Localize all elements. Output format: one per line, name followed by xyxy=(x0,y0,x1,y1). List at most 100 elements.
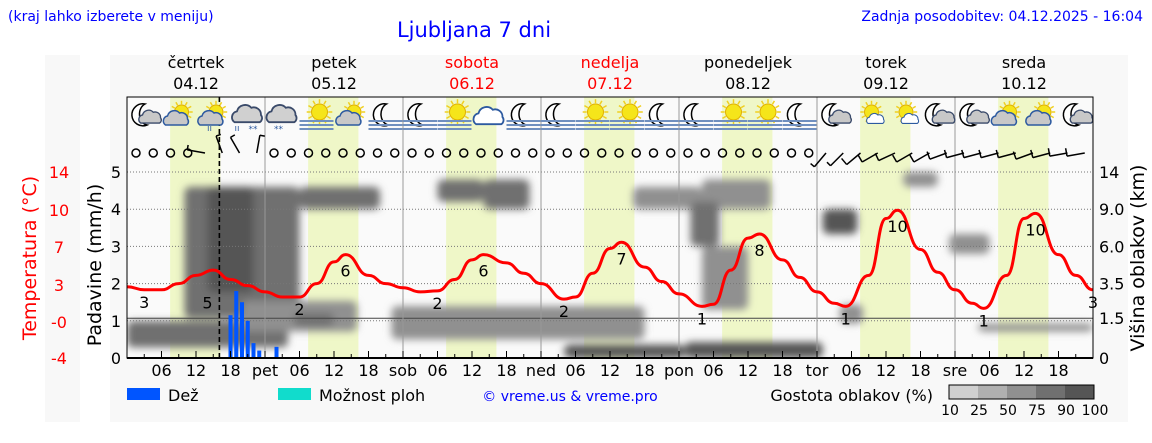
density-swatch xyxy=(949,385,978,399)
temperature-label: 10 xyxy=(887,217,907,236)
cloud-height-tick: 9.0 xyxy=(1099,200,1124,219)
wind-calm-icon xyxy=(286,148,296,158)
barb-tick xyxy=(1012,151,1017,160)
barb-tick xyxy=(259,134,265,137)
barb-tick xyxy=(926,151,931,160)
moon-cloud-icon xyxy=(959,103,990,127)
cloud-patch xyxy=(391,306,645,340)
wind-calm-icon xyxy=(804,148,814,158)
wind-calm-icon xyxy=(666,148,676,158)
density-level-label: 75 xyxy=(1028,403,1046,419)
barb-tick xyxy=(857,154,863,163)
temperature-label: 6 xyxy=(340,262,350,281)
cloud-patch xyxy=(949,234,990,254)
cloud-shape xyxy=(966,109,990,124)
sun-small-cloud-icon xyxy=(860,100,885,124)
barb-tick xyxy=(874,153,880,161)
barb-tick xyxy=(826,161,832,167)
day-headers: četrtek 04.12 petek 05.12 sobota 06.12 nedelja… xyxy=(168,53,1047,93)
cloud-patch xyxy=(702,179,771,210)
day-name: petek xyxy=(311,53,357,72)
credit-link[interactable]: © vreme.us & vreme.pro xyxy=(482,389,657,405)
density-swatch xyxy=(978,385,1007,399)
sun-ray xyxy=(584,104,589,109)
cloud-patch xyxy=(483,179,530,210)
wind-barb-icon xyxy=(1012,151,1034,160)
day-date: 07.12 xyxy=(587,74,633,93)
sun-ray xyxy=(1050,105,1055,109)
sun-ray xyxy=(222,105,227,109)
wind-barb-icon xyxy=(926,151,948,160)
wind-barb-icon xyxy=(1030,149,1051,159)
sun-ray xyxy=(622,100,627,105)
sun-ray xyxy=(618,115,623,120)
sun-ray xyxy=(899,101,903,106)
sun-ray xyxy=(1015,115,1020,119)
wind-barb-icon xyxy=(943,149,965,159)
sun-disc xyxy=(725,103,742,121)
sun-ray xyxy=(446,104,451,109)
x-tick-label: 12 xyxy=(600,361,620,380)
sun-ray xyxy=(722,115,727,120)
sun-cloud-rain-icon: ıı xyxy=(197,100,228,134)
moon-cloud-icon xyxy=(1062,103,1094,127)
wind-calm-icon xyxy=(321,148,331,158)
wind-barb-icon xyxy=(978,149,999,159)
sun-ray xyxy=(861,105,866,109)
cloud-shape xyxy=(197,109,224,126)
moon-fog-icon xyxy=(541,103,575,130)
rain-drops: ıı xyxy=(207,124,212,134)
sun-disc xyxy=(449,103,466,121)
temperature-tick: 7 xyxy=(54,238,64,257)
day-date: 04.12 xyxy=(173,74,219,93)
sun-ray xyxy=(618,104,623,109)
x-day-label: tor xyxy=(806,361,829,380)
wind-calm-icon xyxy=(562,148,572,158)
temperature-label: 6 xyxy=(478,262,488,281)
wind-calm-icon xyxy=(579,148,590,158)
cloud-patch xyxy=(293,313,334,327)
x-day-label: sre xyxy=(943,361,967,380)
rain-bar xyxy=(228,315,233,358)
cloud-shape xyxy=(162,109,190,126)
sun-ray xyxy=(347,101,351,106)
legend-rain-label: Dež xyxy=(168,386,199,405)
temperature-label: 1 xyxy=(697,309,707,328)
temperature-label: 7 xyxy=(616,249,626,268)
day-name: torek xyxy=(865,53,907,72)
barb-staff xyxy=(896,152,913,163)
sun-fog-icon xyxy=(437,99,472,130)
barb-tick xyxy=(215,133,222,137)
temperature-tick: 10 xyxy=(49,201,69,220)
cloud-patch xyxy=(299,186,380,210)
snow-flakes: ** xyxy=(274,125,284,135)
density-swatch xyxy=(1007,385,1036,399)
barb-tick xyxy=(230,134,236,139)
barb-tick xyxy=(186,144,189,151)
cloud-shape xyxy=(472,106,505,126)
wind-barb-icon xyxy=(215,133,223,154)
moon-shape xyxy=(1062,103,1082,127)
wind-calm-icon xyxy=(631,148,641,158)
density-level-label: 10 xyxy=(941,403,959,419)
last-updated: Zadnja posodobitev: 04.12.2025 - 16:04 xyxy=(861,9,1143,25)
cloud-patch xyxy=(822,209,858,234)
sun-fog-icon xyxy=(610,99,644,130)
barb-staff xyxy=(980,152,999,159)
menu-hint[interactable]: (kraj lahko izberete v meniju) xyxy=(8,9,214,25)
sun-ray xyxy=(1015,105,1020,109)
sun-ray xyxy=(1037,101,1041,106)
sun-ray xyxy=(323,100,327,105)
wind-barb-icon xyxy=(874,152,896,162)
x-tick-label: 12 xyxy=(876,361,896,380)
barb-staff xyxy=(913,152,930,163)
sun-ray xyxy=(775,115,780,120)
x-tick-label: 06 xyxy=(289,361,309,380)
cloud-shape xyxy=(931,109,956,124)
day-date: 06.12 xyxy=(449,74,495,93)
cloud-shape xyxy=(138,109,162,124)
cloud-patch xyxy=(840,304,863,324)
barb-tick xyxy=(840,157,848,166)
wind-calm-icon xyxy=(390,148,400,158)
